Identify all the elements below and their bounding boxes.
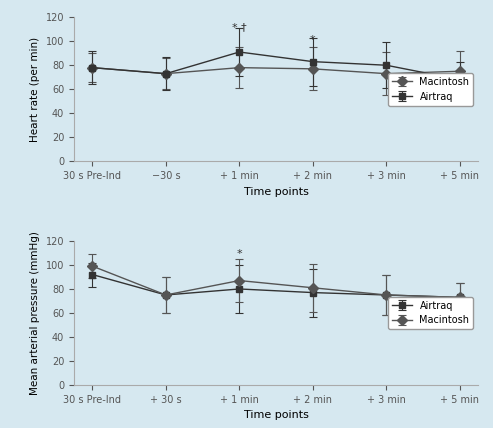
- Y-axis label: Heart rate (per min): Heart rate (per min): [30, 37, 40, 142]
- Legend: Airtraq, Macintosh: Airtraq, Macintosh: [388, 297, 473, 330]
- Y-axis label: Mean arterial pressure (mmHg): Mean arterial pressure (mmHg): [30, 231, 40, 395]
- Text: *: *: [237, 249, 242, 259]
- X-axis label: Time points: Time points: [244, 410, 309, 420]
- Text: *: *: [310, 35, 316, 45]
- X-axis label: Time points: Time points: [244, 187, 309, 197]
- Legend: Macintosh, Airtraq: Macintosh, Airtraq: [388, 73, 473, 106]
- Text: * †: * †: [232, 22, 246, 32]
